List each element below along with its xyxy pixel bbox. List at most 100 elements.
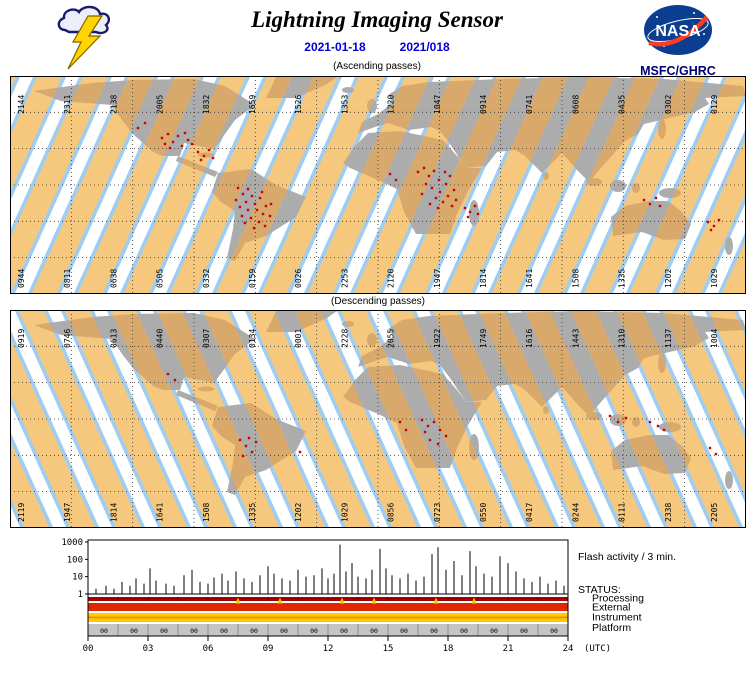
lightning-dot: [160, 136, 164, 140]
pass-time-label: 0001: [294, 329, 303, 348]
pass-time-label: 0440: [156, 329, 165, 348]
lightning-dot: [428, 202, 432, 206]
pass-time-label: 2119: [17, 503, 26, 522]
pass-time-label: 1443: [571, 329, 580, 348]
storm-icon: [52, 4, 122, 74]
lightning-dot: [662, 428, 666, 432]
orbit-label: 00: [340, 627, 348, 635]
lightning-dot: [236, 186, 240, 190]
lightning-dot: [202, 154, 206, 158]
lightning-dot: [424, 182, 428, 186]
lightning-dot: [432, 169, 436, 173]
pass-time-label: 0435: [618, 95, 627, 114]
pass-time-label: 1832: [202, 95, 211, 114]
lightning-dot: [234, 198, 238, 202]
pass-time-label: 0638: [109, 269, 118, 288]
lightning-dot: [430, 186, 434, 190]
cloud-shape: [57, 5, 111, 35]
orbit-label: 00: [250, 627, 258, 635]
lightning-dot: [171, 140, 175, 144]
lightning-dot: [714, 452, 718, 456]
lightning-dot: [416, 170, 420, 174]
lightning-dot: [463, 206, 467, 210]
lightning-dot: [717, 218, 721, 222]
pass-time-label: 1202: [294, 503, 303, 522]
y-axis: 1000 100 10 1: [61, 538, 88, 600]
pass-time-label: 1335: [618, 269, 627, 288]
orbit-label: 00: [280, 627, 288, 635]
lightning-dot: [423, 430, 427, 434]
lightning-dot: [176, 134, 180, 138]
external-event-mark: [371, 597, 377, 604]
x-tick-label: 15: [383, 644, 394, 654]
pass-time-label: 1526: [294, 95, 303, 114]
pass-time-labels-bottom: 0944 0811 0638 0505 0332 0159 0026 2253 2120 1947…: [17, 269, 719, 288]
pass-time-label: 0159: [248, 269, 257, 288]
pass-time-labels-top: 0919 0746 0613 0440 0307 0134 0001 2228 2055 1922…: [17, 329, 719, 348]
lightning-dot: [246, 187, 250, 191]
lightning-dot: [199, 158, 203, 162]
pass-time-label: 0914: [479, 95, 488, 114]
status-bar-external: [88, 603, 568, 611]
lightning-dot: [436, 206, 440, 210]
lightning-dot: [257, 220, 261, 224]
lightning-dot: [648, 202, 652, 206]
graticule: [10, 76, 746, 294]
status-row-label-external: External: [592, 602, 631, 614]
pass-time-label: 1029: [340, 503, 349, 522]
orbit-label: 00: [310, 627, 318, 635]
external-event-mark: [235, 597, 241, 604]
pass-time-label: 2120: [387, 269, 396, 288]
pass-time-label: 0919: [17, 329, 26, 348]
pass-time-label: 0417: [525, 503, 534, 522]
lightning-dot: [428, 438, 432, 442]
pass-time-label: 2138: [109, 95, 118, 114]
lightning-dot: [466, 215, 470, 219]
lightning-dot: [452, 188, 456, 192]
flash-activity-label: Flash activity / 3 min.: [578, 551, 676, 563]
pass-time-label: 1047: [433, 95, 442, 114]
pass-time-label: 1659: [248, 95, 257, 114]
header-center: Lightning Imaging Sensor 2021-01-18 2021…: [122, 4, 632, 72]
lightning-dot: [249, 216, 253, 220]
pass-time-label: 1616: [525, 329, 534, 348]
lightning-dot: [143, 121, 147, 125]
lightning-dot: [658, 204, 662, 208]
pass-time-label: 1353: [340, 95, 349, 114]
pass-time-label: 0332: [202, 269, 211, 288]
lightning-dot: [709, 228, 713, 232]
lightning-dot: [448, 174, 452, 178]
pass-time-label: 1641: [525, 269, 534, 288]
lightning-dot: [260, 190, 264, 194]
lightning-dot: [388, 172, 392, 176]
lightning-dot: [255, 208, 259, 212]
lightning-dot: [624, 416, 628, 420]
pass-time-label: 1508: [202, 503, 211, 522]
lightning-dot: [238, 438, 242, 442]
lightning-dot: [298, 450, 302, 454]
x-tick-label: 12: [323, 644, 334, 654]
lightning-dot: [241, 192, 245, 196]
org-label: MSFC/GHRC: [640, 64, 716, 78]
lightning-dot: [420, 192, 424, 196]
nasa-logo: NASA: [644, 5, 712, 55]
lightning-dot: [454, 198, 458, 202]
lightning-dot: [250, 194, 254, 198]
map-border: [10, 310, 746, 528]
lightning-dot: [473, 204, 477, 208]
lightning-dot: [444, 434, 448, 438]
descending-caption: (Descending passes): [331, 296, 425, 307]
pass-time-label: 2338: [664, 503, 673, 522]
orbit-label: 00: [100, 627, 108, 635]
nasa-red-swoosh: [648, 15, 709, 47]
pass-time-label: 0129: [710, 95, 719, 114]
lightning-dot: [450, 204, 454, 208]
pass-time-label: 0111: [618, 503, 627, 522]
lightning-dot: [166, 372, 170, 376]
pass-time-label: 2055: [387, 329, 396, 348]
orbit-label: 00: [520, 627, 528, 635]
pass-time-label: 0302: [664, 95, 673, 114]
lightning-dot: [261, 212, 265, 216]
pass-time-label: 2205: [710, 503, 719, 522]
